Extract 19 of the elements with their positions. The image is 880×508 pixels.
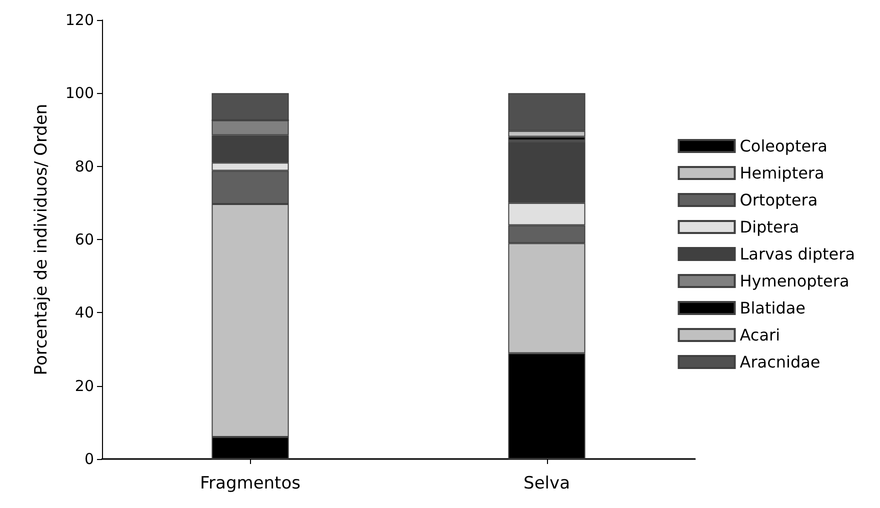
y-axis-title: Porcentaje de individuos/ Orden	[32, 104, 52, 376]
y-tick-label: 120	[65, 11, 94, 29]
legend-label: Aracnidae	[740, 352, 820, 372]
legend-label: Hymenoptera	[740, 272, 850, 290]
x-tick-label: Selva	[524, 474, 570, 494]
legend-label: Diptera	[740, 218, 800, 236]
legend-label: Blatidae	[740, 298, 806, 318]
y-tick-label: 100	[65, 84, 94, 102]
legend-label: Larvas diptera	[740, 244, 855, 264]
legend-label: Coleoptera	[740, 136, 828, 156]
legend-label: Ortoptera	[740, 190, 818, 210]
y-tick-label: 0	[84, 450, 94, 468]
legend-label: Hemiptera	[740, 164, 824, 182]
y-tick-label: 60	[74, 230, 94, 248]
y-tick-label: 20	[74, 376, 94, 395]
x-tick-label: Fragmentos	[200, 474, 301, 494]
legend-label: Acari	[740, 326, 780, 344]
y-tick-label: 40	[74, 304, 94, 322]
y-tick-label: 80	[74, 157, 94, 176]
